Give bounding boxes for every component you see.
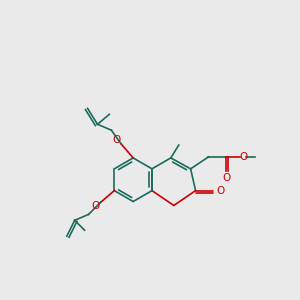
Text: O: O bbox=[112, 135, 120, 145]
Text: O: O bbox=[239, 152, 247, 162]
Text: O: O bbox=[92, 202, 100, 212]
Text: O: O bbox=[222, 173, 230, 183]
Text: O: O bbox=[216, 186, 224, 196]
